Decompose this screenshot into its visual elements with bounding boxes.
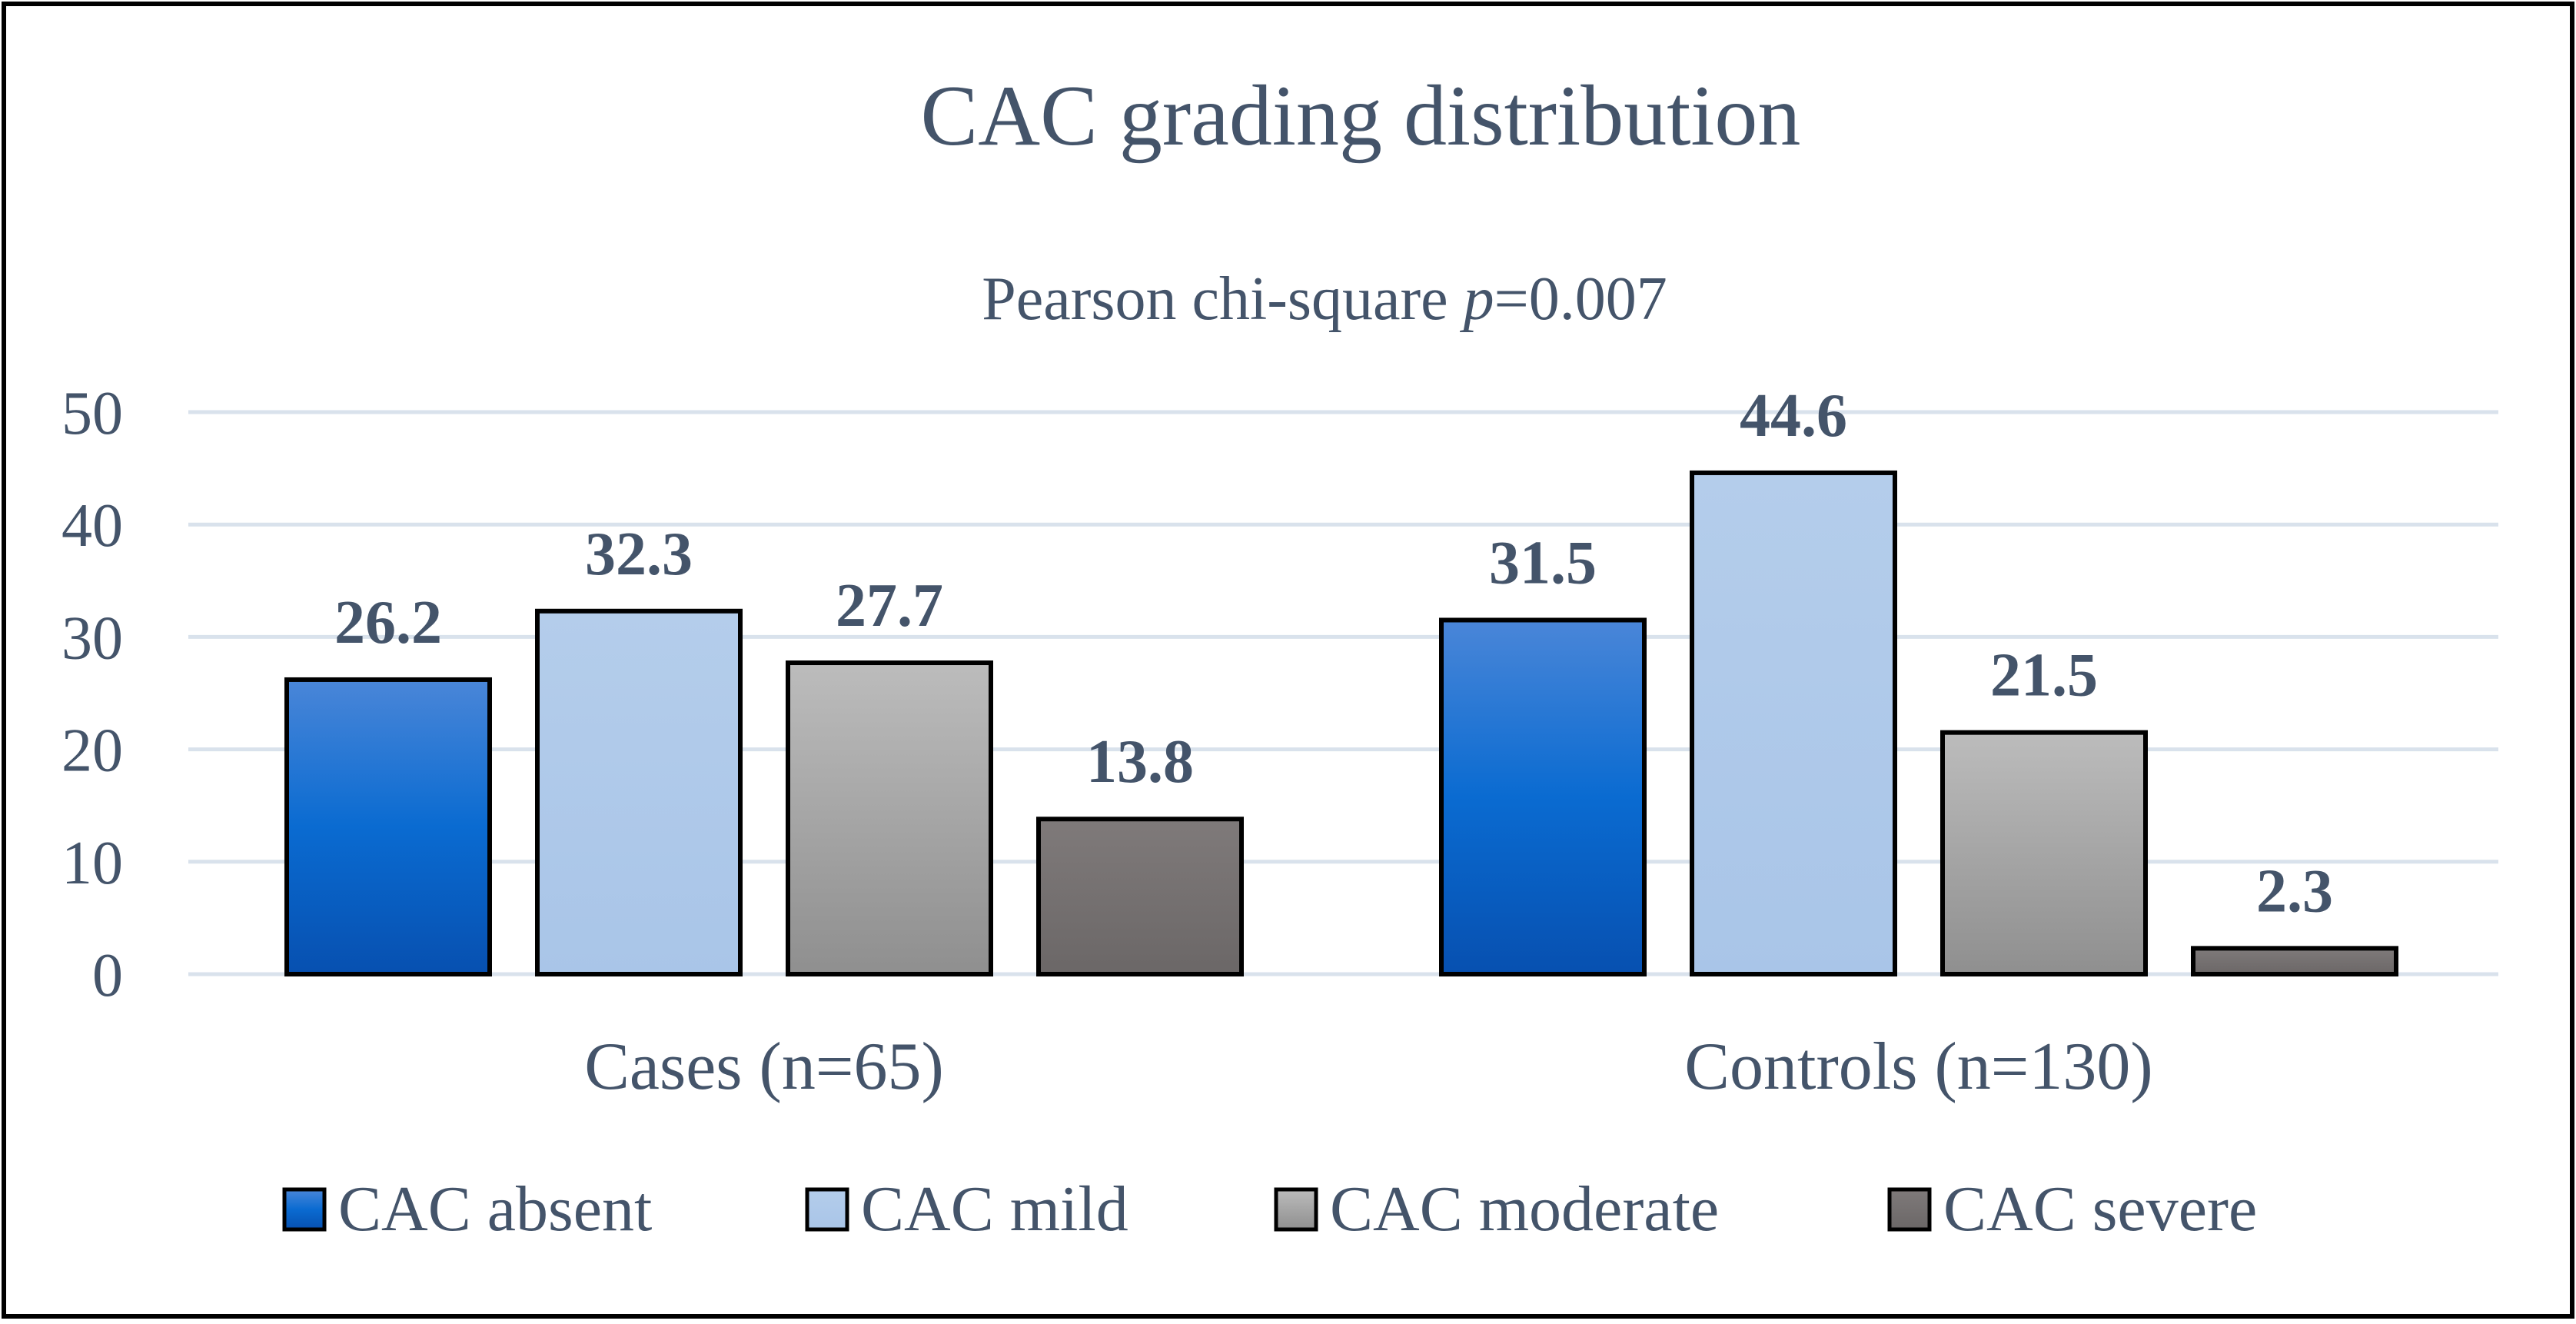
subtitle-prefix: Pearson chi-square [982, 265, 1463, 333]
bar-cac-absent-cases [284, 677, 492, 976]
y-tick-label: 30 [61, 604, 123, 672]
chart-title: CAC grading distribution [921, 68, 1801, 164]
x-axis-ticks: Cases (n=65) Controls (n=130) [584, 1030, 2152, 1104]
data-labels: 26.2 32.3 27.7 13.8 31.5 44.6 21.5 2.3 [334, 382, 2333, 925]
chart-subtitle: Pearson chi-square p=0.007 [982, 265, 1667, 333]
data-label: 2.3 [2256, 857, 2333, 925]
legend-label: CAC moderate [1330, 1173, 1719, 1245]
legend-swatch [1274, 1187, 1318, 1232]
legend-swatch [282, 1187, 327, 1232]
bar-cac-moderate-cases [786, 660, 993, 976]
legend-item-cac-severe: CAC severe [1887, 1173, 2257, 1245]
y-tick-label: 10 [61, 830, 123, 897]
bar-cac-severe-cases [1036, 817, 1244, 977]
legend-label: CAC mild [861, 1173, 1128, 1245]
bar-cac-severe-controls [2191, 946, 2398, 977]
y-tick-label: 50 [61, 380, 123, 447]
legend-swatch [1887, 1187, 1932, 1232]
y-axis-ticks: 0 10 20 30 40 50 [61, 380, 123, 1010]
x-category-label: Controls (n=130) [1684, 1030, 2152, 1104]
x-category-label: Cases (n=65) [584, 1030, 944, 1104]
data-label: 31.5 [1489, 529, 1597, 597]
bar-cac-moderate-controls [1940, 730, 2148, 976]
data-label: 13.8 [1086, 728, 1194, 796]
subtitle-p-value: =0.007 [1494, 265, 1667, 333]
legend-label: CAC severe [1943, 1173, 2257, 1245]
legend-item-cac-moderate: CAC moderate [1274, 1173, 1719, 1245]
bar-cac-mild-controls [1690, 470, 1897, 976]
bars [284, 470, 2398, 977]
bar-cac-mild-cases [535, 608, 743, 976]
data-label: 26.2 [334, 589, 442, 657]
legend-swatch [805, 1187, 849, 1232]
data-label: 32.3 [585, 521, 693, 588]
legend-item-cac-mild: CAC mild [805, 1173, 1128, 1245]
legend-item-cac-absent: CAC absent [282, 1173, 652, 1245]
legend: CAC absent CAC mild CAC moderate CAC severe [282, 1173, 2257, 1245]
y-tick-label: 0 [92, 942, 123, 1010]
data-label: 27.7 [836, 572, 943, 640]
data-label: 44.6 [1740, 382, 1847, 450]
bar-cac-absent-controls [1439, 617, 1647, 976]
data-label: 21.5 [1990, 642, 2098, 710]
y-tick-label: 40 [61, 492, 123, 560]
subtitle-p-value-symbol: p [1460, 265, 1494, 333]
y-tick-label: 20 [61, 717, 123, 785]
legend-label: CAC absent [338, 1173, 652, 1245]
